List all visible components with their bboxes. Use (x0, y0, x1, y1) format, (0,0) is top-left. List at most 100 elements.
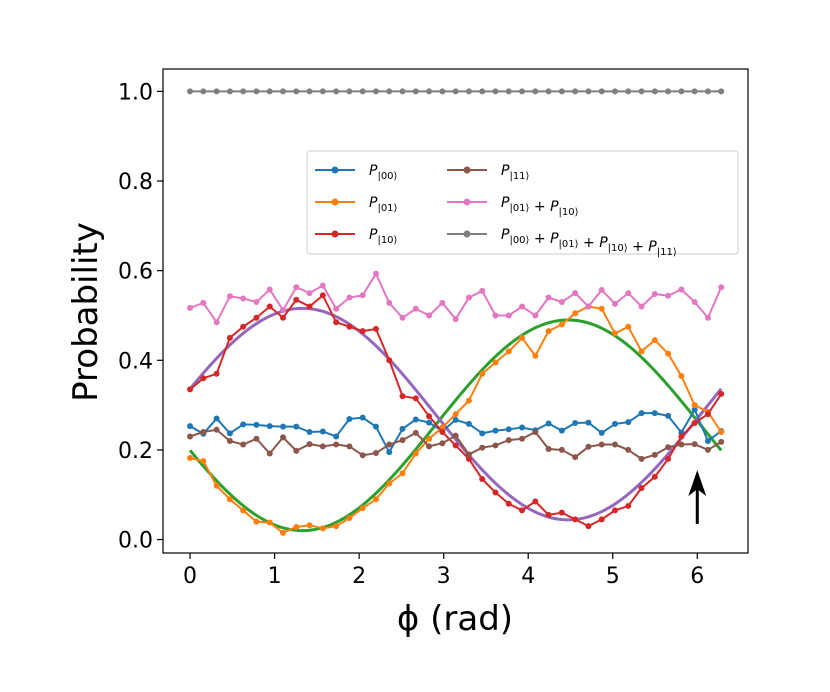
data-point (280, 423, 287, 430)
data-point (479, 88, 486, 95)
data-point (266, 450, 273, 457)
data-point (718, 390, 725, 397)
data-point (200, 88, 207, 95)
data-point (625, 290, 632, 297)
data-point (280, 88, 287, 95)
data-point (359, 328, 366, 335)
data-point (452, 442, 459, 449)
data-point (187, 386, 194, 393)
data-point (253, 299, 260, 306)
data-point (412, 450, 419, 457)
data-point (598, 286, 605, 293)
plot-area (162, 68, 749, 554)
series-4 (187, 270, 725, 326)
data-point (691, 406, 698, 413)
data-point (266, 303, 273, 310)
data-point (386, 299, 393, 306)
data-point (200, 375, 207, 382)
y-tick-label: 0.8 (118, 170, 153, 195)
y-tick-label: 0.2 (118, 439, 153, 464)
data-point (213, 370, 220, 377)
data-point (505, 312, 512, 319)
data-point (572, 290, 579, 297)
data-point (399, 437, 406, 444)
data-point (651, 290, 658, 297)
data-point (638, 303, 645, 310)
data-point (399, 470, 406, 477)
data-point (226, 88, 233, 95)
data-point (611, 330, 618, 337)
data-point (426, 312, 433, 319)
data-point (346, 443, 353, 450)
legend-marker (463, 198, 471, 206)
data-point (585, 303, 592, 310)
data-point (625, 419, 632, 426)
data-point (505, 88, 512, 95)
legend-item: P|10⟩P|10⟩ (315, 227, 398, 246)
data-point (280, 434, 287, 441)
data-point (651, 473, 658, 480)
data-point (532, 498, 539, 505)
data-point (306, 88, 313, 95)
data-point (572, 310, 579, 317)
data-point (386, 449, 393, 456)
data-point (319, 525, 326, 532)
data-point (426, 419, 433, 426)
data-point (545, 420, 552, 427)
series-3 (187, 426, 725, 462)
data-point (187, 454, 194, 461)
data-point (558, 446, 565, 453)
data-point (492, 427, 499, 434)
data-point (266, 519, 273, 526)
data-point (359, 88, 366, 95)
data-point (372, 496, 379, 503)
data-point (293, 296, 300, 303)
x-tick-label: 2 (352, 564, 366, 589)
data-point (492, 359, 499, 366)
data-point (598, 441, 605, 448)
data-point (240, 88, 247, 95)
legend-item: P|01⟩ + P|10⟩P|01⟩ + P|10⟩ (447, 195, 579, 218)
data-point (611, 300, 618, 307)
data-point (465, 451, 472, 458)
series-2 (187, 292, 725, 530)
data-point (572, 454, 579, 461)
data-point (558, 321, 565, 328)
legend-item: P|01⟩P|01⟩ (315, 195, 398, 214)
data-point (226, 437, 233, 444)
data-point (704, 314, 711, 321)
x-axis: 0 1 2 3 4 5 6 (183, 553, 704, 589)
data-point (505, 426, 512, 433)
data-point (346, 416, 353, 422)
data-point (253, 435, 260, 442)
data-point (372, 450, 379, 457)
data-point (266, 88, 273, 95)
legend-marker (331, 230, 339, 238)
data-point (439, 299, 446, 306)
data-point (678, 372, 685, 379)
data-point (718, 284, 725, 291)
data-point (253, 314, 260, 321)
data-point (558, 427, 565, 434)
data-point (226, 293, 233, 300)
data-point (519, 303, 526, 310)
legend-marker (331, 198, 339, 206)
data-point (558, 88, 565, 95)
data-point (598, 429, 605, 436)
data-point (439, 429, 446, 435)
data-point (638, 410, 645, 417)
data-point (678, 433, 685, 440)
data-point (240, 441, 247, 448)
data-point (704, 437, 711, 444)
legend-item: P|00⟩P|00⟩ (315, 163, 398, 182)
data-point (280, 314, 287, 321)
data-point (319, 292, 326, 299)
data-point (359, 452, 366, 459)
data-point (651, 451, 658, 458)
data-point (213, 319, 220, 326)
data-point (200, 429, 207, 435)
data-point (359, 505, 366, 512)
data-point (572, 516, 579, 523)
data-point (333, 88, 340, 95)
